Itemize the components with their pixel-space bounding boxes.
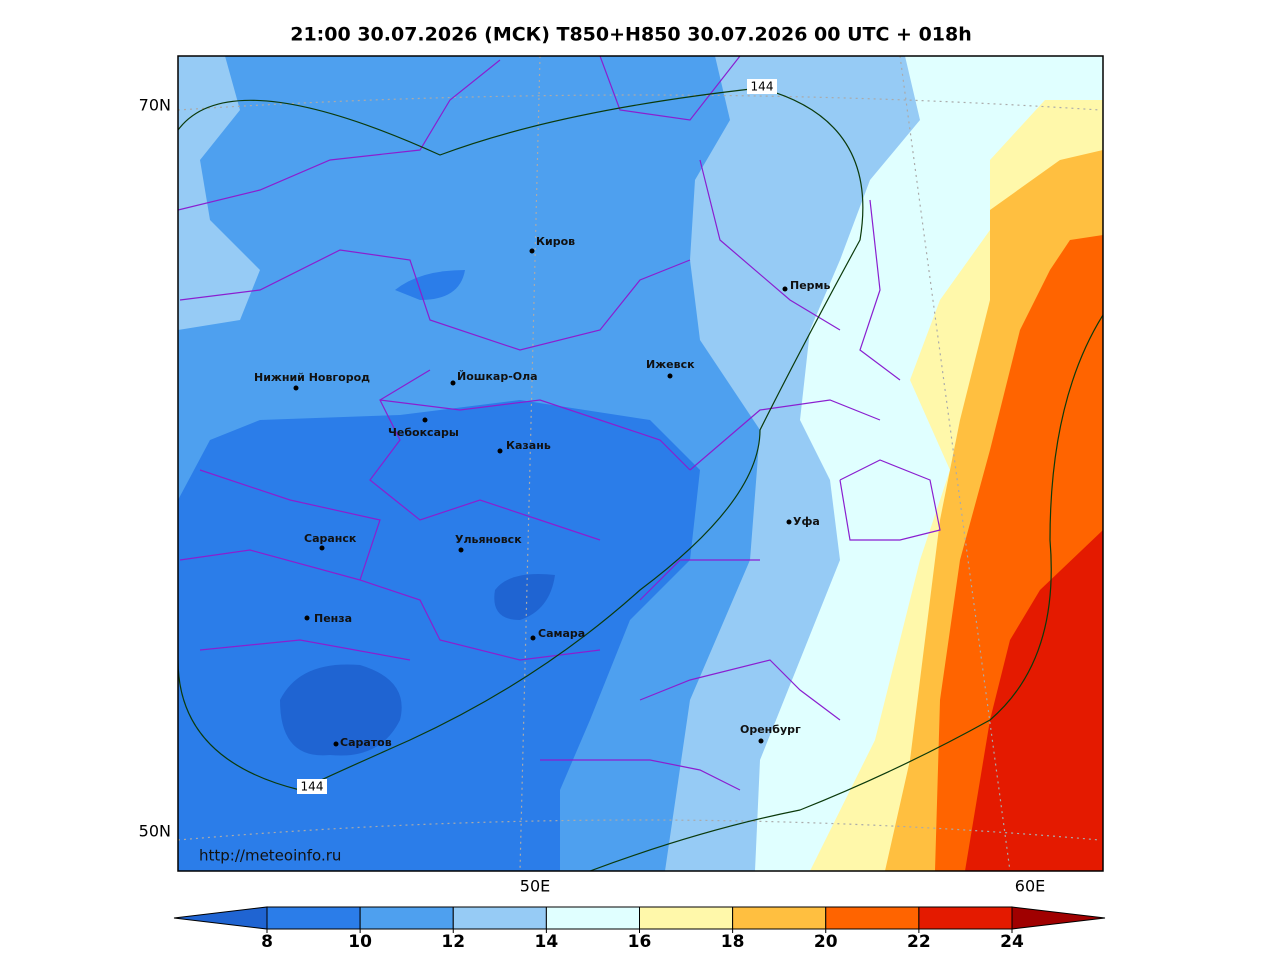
city-label: Пермь	[790, 279, 831, 292]
city-dot	[497, 448, 503, 454]
field	[178, 56, 260, 330]
colorbar-extend	[173, 906, 268, 930]
city-label: Оренбург	[740, 723, 801, 736]
city-label: Уфа	[793, 515, 820, 528]
city-label: Саранск	[304, 532, 357, 545]
colorbar-tick-label: 24	[1000, 932, 1024, 952]
city-dot	[530, 635, 536, 641]
city-label: Йошкар-Ола	[457, 370, 538, 383]
city-dot	[319, 545, 325, 551]
city-dot	[304, 615, 310, 621]
field	[494, 574, 555, 620]
field	[965, 530, 1103, 871]
map-frame	[177, 55, 1104, 872]
city-label: Нижний Новгород	[254, 371, 370, 384]
field	[395, 270, 465, 300]
colorbar-tick-label: 12	[441, 932, 465, 952]
colorbar: 8 10 12 14 16 18 20 22 24	[173, 906, 1106, 952]
colorbar-segment	[825, 906, 920, 930]
colorbar-segment	[732, 906, 827, 930]
city-label: Саратов	[340, 736, 392, 749]
colorbar-tick-label: 10	[348, 932, 372, 952]
city-dot	[529, 248, 535, 254]
graticule	[178, 56, 1101, 871]
field	[280, 664, 402, 756]
city-label: Чебоксары	[388, 426, 459, 439]
colorbar-tick-label: 20	[814, 932, 838, 952]
region-border	[178, 56, 941, 791]
city-dot	[450, 380, 456, 386]
city-label: Киров	[536, 235, 575, 248]
colorbar-segment	[545, 906, 640, 930]
city-dot	[758, 738, 764, 744]
colorbar-tick-label: 16	[628, 932, 652, 952]
colorbar-tick-label: 22	[907, 932, 931, 952]
colorbar-segment	[452, 906, 547, 930]
city-dot	[786, 519, 792, 525]
contour-line	[589, 314, 1103, 871]
contour-label-box	[297, 779, 327, 794]
colorbar-segment	[359, 906, 454, 930]
contour-label: 144	[301, 780, 324, 794]
lon-label: 50E	[520, 877, 550, 896]
credit: http://meteoinfo.ru	[199, 847, 341, 865]
lat-label: 50N	[139, 822, 171, 841]
contour-label-box	[747, 79, 777, 94]
colorbar-segment	[918, 906, 1013, 930]
city-label: Самара	[538, 627, 585, 640]
city-dot	[293, 385, 299, 391]
city-dot	[458, 547, 464, 553]
colorbar-segment	[266, 906, 361, 930]
lon-label: 60E	[1015, 877, 1045, 896]
colorbar-tick-label: 8	[261, 932, 273, 952]
colorbar-tick-label: 14	[535, 932, 559, 952]
city-dot	[333, 741, 339, 747]
map: 144 144 Киров Пермь Нижний Новгород Йошк…	[178, 56, 1103, 871]
title: 21:00 30.07.2026 (МСК) T850+H850 30.07.2…	[290, 24, 972, 46]
city-dot	[422, 417, 428, 423]
city-label: Пенза	[314, 612, 352, 625]
city-dot	[782, 286, 788, 292]
city-label: Казань	[506, 439, 551, 452]
contour-label: 144	[751, 80, 774, 94]
colorbar-extend	[1011, 906, 1106, 930]
city-label: Ульяновск	[455, 533, 522, 546]
cities: Киров Пермь Нижний Новгород Йошкар-Ола И…	[254, 235, 831, 749]
lat-label: 70N	[139, 96, 171, 115]
colorbar-tick-label: 18	[721, 932, 745, 952]
colorbar-segment	[639, 906, 734, 930]
city-label: Ижевск	[646, 358, 695, 371]
contour-line	[178, 87, 864, 791]
city-dot	[667, 373, 673, 379]
